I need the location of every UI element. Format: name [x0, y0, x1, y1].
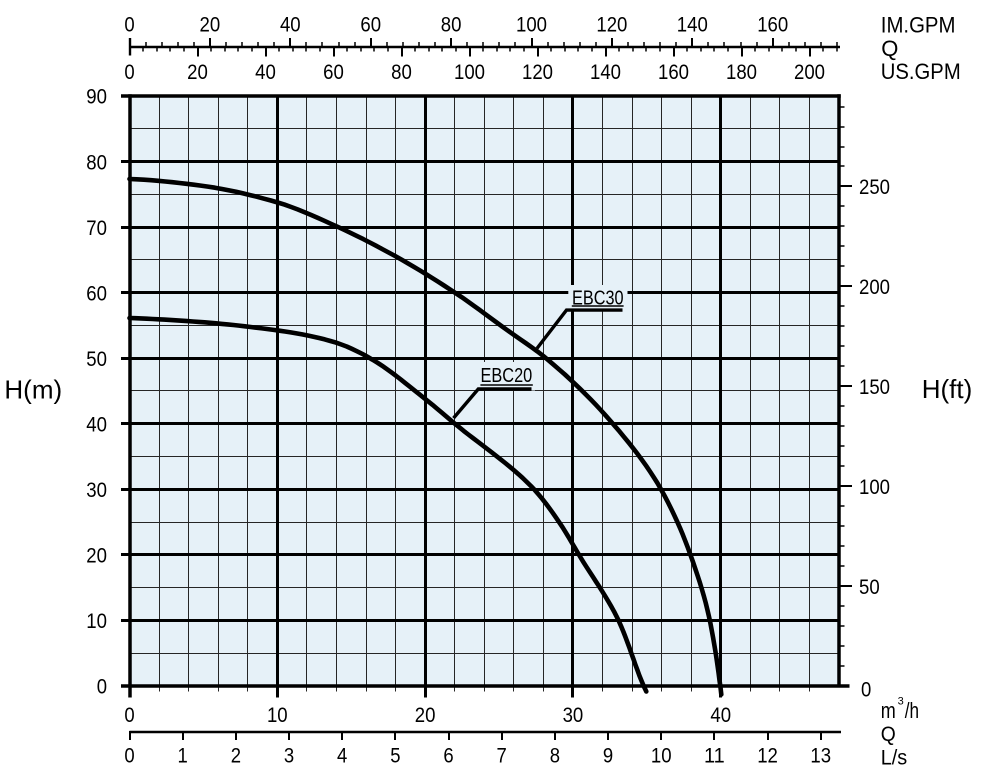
svg-text:100: 100	[859, 475, 890, 499]
svg-text:EBC30: EBC30	[572, 287, 624, 309]
svg-text:0: 0	[861, 677, 871, 701]
svg-text:100: 100	[454, 60, 485, 84]
svg-text:30: 30	[86, 478, 107, 502]
svg-text:150: 150	[859, 375, 890, 399]
svg-text:40: 40	[710, 703, 731, 727]
svg-text:11: 11	[704, 744, 725, 768]
svg-text:0: 0	[124, 13, 134, 37]
svg-text:80: 80	[441, 13, 462, 37]
svg-text:7: 7	[497, 744, 507, 768]
svg-text:9: 9	[603, 744, 613, 768]
svg-text:4: 4	[337, 744, 347, 768]
svg-text:20: 20	[187, 60, 208, 84]
svg-text:H(ft): H(ft)	[922, 374, 973, 404]
svg-text:200: 200	[859, 275, 890, 299]
svg-text:100: 100	[516, 13, 547, 37]
svg-text:250: 250	[859, 175, 890, 199]
svg-text:20: 20	[86, 544, 107, 568]
svg-text:70: 70	[86, 216, 107, 240]
svg-text:20: 20	[415, 703, 436, 727]
svg-text:200: 200	[794, 60, 825, 84]
svg-text:140: 140	[590, 60, 621, 84]
svg-text:0: 0	[97, 675, 107, 699]
svg-text:2: 2	[231, 744, 241, 768]
svg-text:120: 120	[522, 60, 553, 84]
svg-text:90: 90	[86, 85, 107, 109]
svg-text:20: 20	[200, 13, 221, 37]
svg-text:60: 60	[86, 281, 107, 305]
svg-text:US.GPM: US.GPM	[881, 59, 961, 84]
svg-text:60: 60	[323, 60, 344, 84]
svg-text:60: 60	[360, 13, 381, 37]
svg-text:8: 8	[550, 744, 560, 768]
svg-text:40: 40	[86, 412, 107, 436]
svg-text:120: 120	[596, 13, 627, 37]
svg-text:3: 3	[284, 744, 294, 768]
svg-text:0: 0	[124, 60, 134, 84]
svg-text:180: 180	[726, 60, 757, 84]
svg-text:13: 13	[810, 744, 831, 768]
svg-text:3: 3	[898, 696, 904, 708]
svg-text:80: 80	[391, 60, 412, 84]
svg-text:Q: Q	[881, 36, 898, 61]
svg-text:10: 10	[86, 609, 107, 633]
svg-text:Q: Q	[881, 722, 896, 746]
svg-text:10: 10	[267, 703, 288, 727]
svg-text:80: 80	[86, 150, 107, 174]
svg-text:EBC20: EBC20	[481, 365, 533, 387]
svg-text:140: 140	[677, 13, 708, 37]
svg-text:0: 0	[124, 703, 134, 727]
svg-text:5: 5	[390, 744, 400, 768]
svg-text:L/s: L/s	[881, 745, 908, 769]
svg-text:40: 40	[280, 13, 301, 37]
svg-text:H(m): H(m)	[4, 374, 62, 404]
svg-text:10: 10	[651, 744, 672, 768]
svg-text:IM.GPM: IM.GPM	[881, 13, 956, 38]
svg-text:160: 160	[757, 13, 788, 37]
svg-text:1: 1	[178, 744, 188, 768]
svg-text:160: 160	[658, 60, 689, 84]
svg-text:50: 50	[86, 347, 107, 371]
svg-text:40: 40	[255, 60, 276, 84]
svg-text:6: 6	[443, 744, 453, 768]
svg-text:0: 0	[124, 744, 134, 768]
svg-text:/h: /h	[905, 698, 919, 723]
svg-text:50: 50	[859, 575, 880, 599]
svg-text:m: m	[881, 698, 896, 723]
svg-text:12: 12	[757, 744, 778, 768]
svg-text:30: 30	[563, 703, 584, 727]
